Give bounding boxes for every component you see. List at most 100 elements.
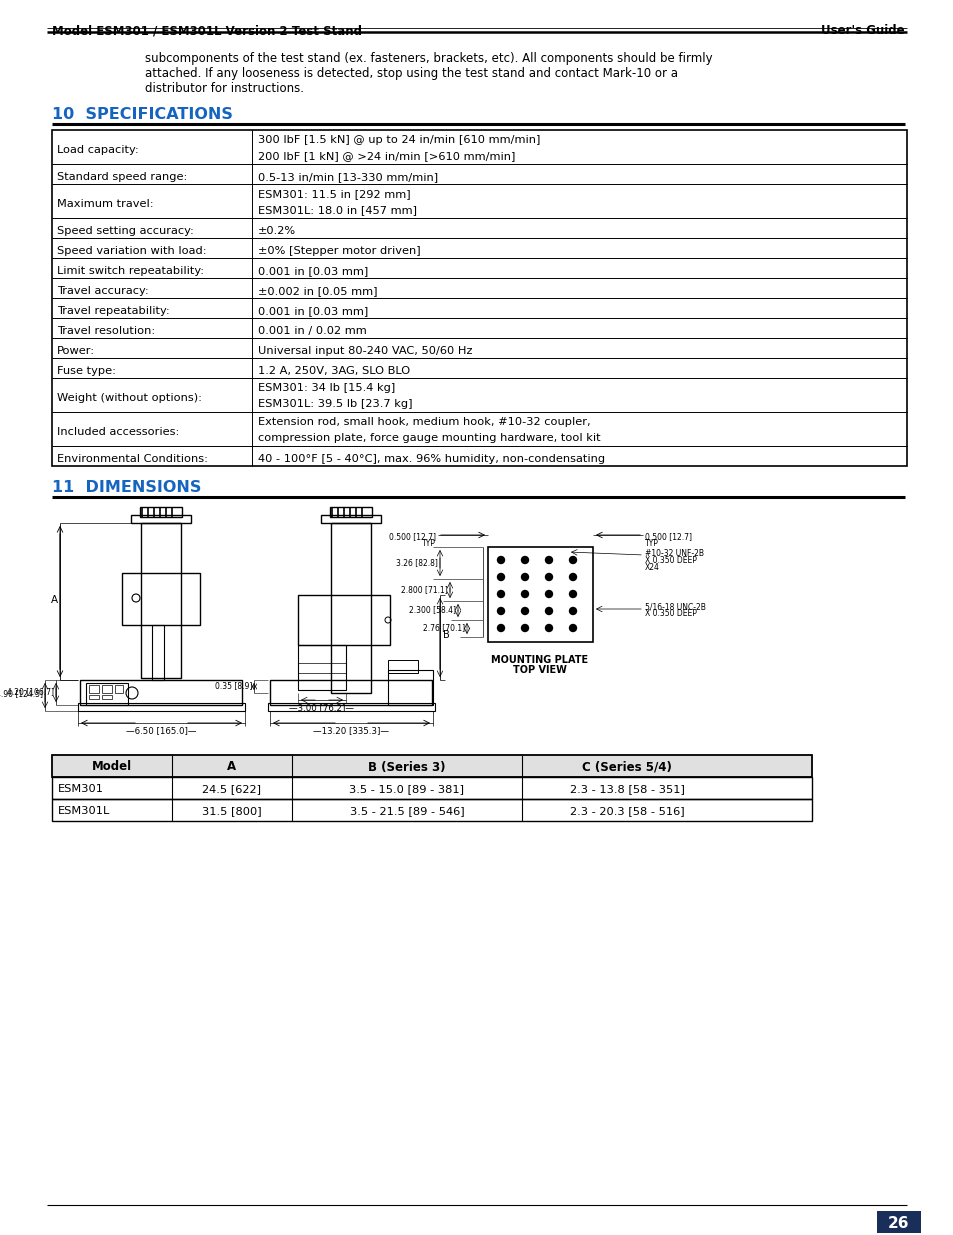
Text: 40 - 100°F [5 - 40°C], max. 96% humidity, non-condensating: 40 - 100°F [5 - 40°C], max. 96% humidity… xyxy=(257,454,604,464)
Text: 1.2 A, 250V, 3AG, SLO BLO: 1.2 A, 250V, 3AG, SLO BLO xyxy=(257,366,410,375)
Circle shape xyxy=(569,625,576,631)
Circle shape xyxy=(521,557,528,563)
Text: TYP: TYP xyxy=(644,538,659,547)
Text: Extension rod, small hook, medium hook, #10-32 coupler,: Extension rod, small hook, medium hook, … xyxy=(257,417,590,427)
Bar xyxy=(876,1212,920,1233)
Circle shape xyxy=(521,573,528,580)
Text: 2.3 - 20.3 [58 - 516]: 2.3 - 20.3 [58 - 516] xyxy=(569,806,683,816)
Text: 0.001 in / 0.02 mm: 0.001 in / 0.02 mm xyxy=(257,326,366,336)
Text: B (Series 3): B (Series 3) xyxy=(368,761,445,773)
Circle shape xyxy=(569,590,576,598)
Text: 0.001 in [0.03 mm]: 0.001 in [0.03 mm] xyxy=(257,306,368,316)
Text: Weight (without options):: Weight (without options): xyxy=(57,393,202,403)
Text: ESM301L: 18.0 in [457 mm]: ESM301L: 18.0 in [457 mm] xyxy=(257,205,416,215)
Text: Travel repeatability:: Travel repeatability: xyxy=(57,306,170,316)
Text: X24: X24 xyxy=(644,563,659,572)
Text: ESM301L: 39.5 lb [23.7 kg]: ESM301L: 39.5 lb [23.7 kg] xyxy=(257,399,412,409)
Circle shape xyxy=(569,573,576,580)
Bar xyxy=(331,522,371,693)
Text: 3.5 - 21.5 [89 - 546]: 3.5 - 21.5 [89 - 546] xyxy=(350,806,464,816)
Bar xyxy=(89,695,99,699)
Text: Model ESM301 / ESM301L Version 2 Test Stand: Model ESM301 / ESM301L Version 2 Test St… xyxy=(52,23,361,37)
Text: 0.500 [12.7]: 0.500 [12.7] xyxy=(644,532,691,541)
Text: 0.500 [12.7]: 0.500 [12.7] xyxy=(389,532,436,541)
Text: User's Guide: User's Guide xyxy=(821,23,904,37)
Text: Model: Model xyxy=(91,761,132,773)
Text: 11  DIMENSIONS: 11 DIMENSIONS xyxy=(52,480,201,495)
Text: Speed variation with load:: Speed variation with load: xyxy=(57,246,207,256)
Bar xyxy=(388,671,433,705)
Text: 26: 26 xyxy=(887,1216,909,1231)
Text: Fuse type:: Fuse type: xyxy=(57,366,116,375)
Text: Speed setting accuracy:: Speed setting accuracy: xyxy=(57,226,193,236)
Text: C (Series 5/4): C (Series 5/4) xyxy=(581,761,671,773)
Text: distributor for instructions.: distributor for instructions. xyxy=(145,82,304,95)
Text: 0.5-13 in/min [13-330 mm/min]: 0.5-13 in/min [13-330 mm/min] xyxy=(257,172,437,182)
Circle shape xyxy=(497,573,504,580)
Bar xyxy=(297,645,346,690)
Bar xyxy=(488,547,593,642)
Text: Travel resolution:: Travel resolution: xyxy=(57,326,155,336)
Circle shape xyxy=(497,625,504,631)
Bar xyxy=(297,595,390,645)
Text: Limit switch repeatability:: Limit switch repeatability: xyxy=(57,266,204,275)
Circle shape xyxy=(497,608,504,615)
Text: ±0% [Stepper motor driven]: ±0% [Stepper motor driven] xyxy=(257,246,420,256)
Text: Power:: Power: xyxy=(57,346,95,356)
Circle shape xyxy=(521,590,528,598)
Bar xyxy=(52,130,906,466)
Bar xyxy=(140,508,182,517)
Bar xyxy=(122,573,200,625)
Text: MOUNTING PLATE: MOUNTING PLATE xyxy=(491,655,588,664)
Circle shape xyxy=(569,608,576,615)
Circle shape xyxy=(521,625,528,631)
Bar xyxy=(131,515,191,522)
Text: #10-32 UNF-2B: #10-32 UNF-2B xyxy=(644,550,703,558)
Text: ESM301L: ESM301L xyxy=(58,806,111,816)
Circle shape xyxy=(545,573,552,580)
Bar xyxy=(86,683,128,705)
Text: 24.5 [622]: 24.5 [622] xyxy=(202,784,261,794)
Bar xyxy=(270,680,432,705)
Bar xyxy=(80,680,242,705)
Text: —6.50 [165.0]—: —6.50 [165.0]— xyxy=(126,726,196,735)
Text: ESM301: ESM301 xyxy=(58,784,104,794)
Text: Standard speed range:: Standard speed range: xyxy=(57,172,187,182)
Bar xyxy=(268,703,435,711)
Circle shape xyxy=(545,590,552,598)
Bar xyxy=(52,799,811,821)
Text: —3.00 [76.2]—: —3.00 [76.2]— xyxy=(289,703,355,713)
Text: TYP: TYP xyxy=(421,538,436,547)
Text: 2.3 - 13.8 [58 - 351]: 2.3 - 13.8 [58 - 351] xyxy=(569,784,683,794)
Text: 10  SPECIFICATIONS: 10 SPECIFICATIONS xyxy=(52,107,233,122)
Text: ±0.002 in [0.05 mm]: ±0.002 in [0.05 mm] xyxy=(257,287,377,296)
Bar xyxy=(52,755,811,777)
Bar xyxy=(102,695,112,699)
Text: 4.90 [124.5]: 4.90 [124.5] xyxy=(0,689,43,699)
Circle shape xyxy=(545,625,552,631)
Text: 31.5 [800]: 31.5 [800] xyxy=(202,806,261,816)
Bar xyxy=(152,625,164,680)
Bar xyxy=(297,663,346,673)
Text: —13.20 [335.3]—: —13.20 [335.3]— xyxy=(313,726,389,735)
Circle shape xyxy=(497,557,504,563)
Bar xyxy=(78,703,245,711)
Text: 5/16-18 UNC-2B: 5/16-18 UNC-2B xyxy=(644,601,705,611)
Circle shape xyxy=(521,608,528,615)
Text: ESM301: 34 lb [15.4 kg]: ESM301: 34 lb [15.4 kg] xyxy=(257,383,395,393)
Text: 2.300 [58.4]: 2.300 [58.4] xyxy=(409,605,456,615)
Text: Included accessories:: Included accessories: xyxy=(57,427,179,437)
Circle shape xyxy=(545,608,552,615)
Bar xyxy=(141,522,181,678)
Circle shape xyxy=(569,557,576,563)
Text: 0.001 in [0.03 mm]: 0.001 in [0.03 mm] xyxy=(257,266,368,275)
Bar xyxy=(102,685,112,693)
Text: compression plate, force gauge mounting hardware, tool kit: compression plate, force gauge mounting … xyxy=(257,433,600,443)
Bar xyxy=(330,508,372,517)
Text: ±0.2%: ±0.2% xyxy=(257,226,295,236)
Text: Universal input 80-240 VAC, 50/60 Hz: Universal input 80-240 VAC, 50/60 Hz xyxy=(257,346,472,356)
Text: 2.800 [71.1]: 2.800 [71.1] xyxy=(401,585,448,594)
Bar xyxy=(115,685,123,693)
Circle shape xyxy=(545,557,552,563)
Text: X 0.350 DEEP: X 0.350 DEEP xyxy=(644,609,696,618)
